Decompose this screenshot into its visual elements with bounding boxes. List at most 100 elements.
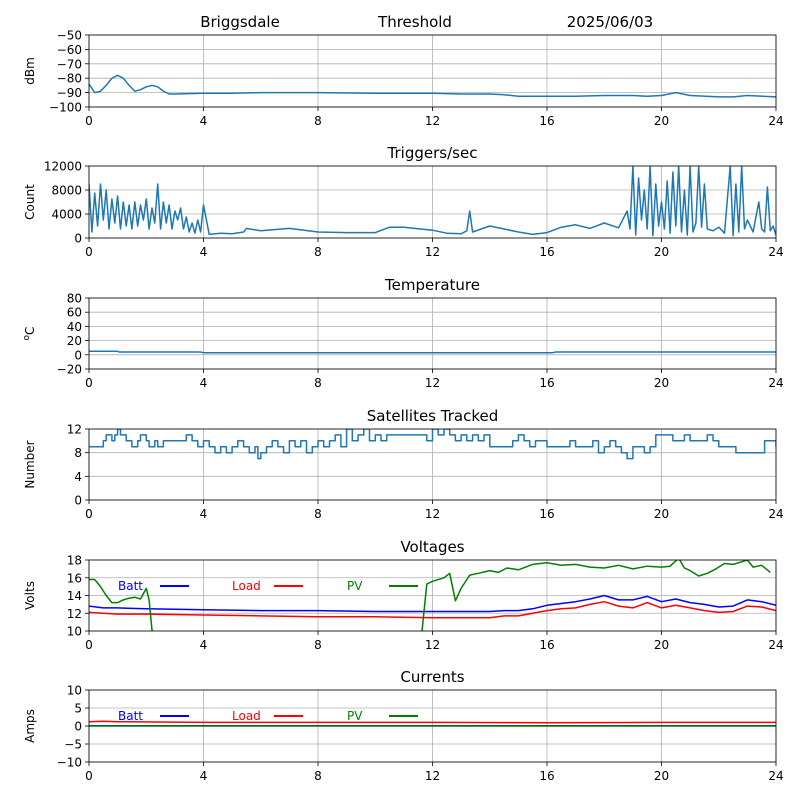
series-line-1 bbox=[89, 166, 776, 237]
x-tick-label: 16 bbox=[539, 114, 554, 128]
y-tick-label: 12 bbox=[67, 607, 82, 621]
x-tick-label: 8 bbox=[314, 376, 322, 390]
series-line-load bbox=[89, 600, 776, 619]
x-tick-label: 12 bbox=[425, 638, 440, 652]
y-tick-label: 80 bbox=[67, 292, 82, 306]
y-tick-label: 12000 bbox=[44, 160, 82, 174]
y-tick-label: 10 bbox=[67, 625, 82, 639]
series-line-1 bbox=[89, 429, 776, 460]
legend-label-pv: PV bbox=[347, 579, 363, 593]
x-tick-label: 20 bbox=[654, 638, 669, 652]
x-tick-label: 12 bbox=[425, 507, 440, 521]
x-tick-label: 8 bbox=[314, 114, 322, 128]
y-tick-label: −60 bbox=[57, 43, 82, 57]
y-tick-label: 18 bbox=[67, 554, 82, 568]
y-axis-label: dBm bbox=[23, 57, 37, 85]
x-tick-label: 12 bbox=[425, 769, 440, 783]
x-tick-label: 16 bbox=[539, 769, 554, 783]
chart-title: Voltages bbox=[400, 538, 464, 556]
y-tick-label: 4000 bbox=[51, 208, 82, 222]
chart-title: Satellites Tracked bbox=[367, 407, 498, 425]
x-tick-label: 20 bbox=[654, 114, 669, 128]
x-tick-label: 0 bbox=[85, 376, 93, 390]
series-line-batt bbox=[89, 594, 776, 613]
x-tick-label: 8 bbox=[314, 638, 322, 652]
y-axis-label-unit: C bbox=[23, 327, 37, 335]
legend-label-load: Load bbox=[232, 709, 261, 723]
y-tick-label: −80 bbox=[57, 72, 82, 86]
x-tick-label: 24 bbox=[768, 507, 783, 521]
x-tick-label: 20 bbox=[654, 376, 669, 390]
y-tick-label: 0 bbox=[74, 494, 82, 508]
y-axis-label: Volts bbox=[23, 581, 37, 610]
y-tick-label: 0 bbox=[74, 348, 82, 362]
chart-title: Currents bbox=[400, 668, 464, 686]
x-tick-label: 24 bbox=[768, 769, 783, 783]
y-tick-label: 10 bbox=[67, 684, 82, 698]
y-tick-label: −50 bbox=[57, 29, 82, 43]
y-tick-label: 8 bbox=[74, 446, 82, 460]
x-tick-label: 4 bbox=[200, 638, 208, 652]
y-axis-label: Count bbox=[23, 184, 37, 220]
x-tick-label: 0 bbox=[85, 769, 93, 783]
chart-satellites: 0 4 8 12 16 20 24 0 4 8 12 Satellites Tracked Number bbox=[23, 407, 784, 521]
x-tick-label: 8 bbox=[314, 769, 322, 783]
x-tick-label: 20 bbox=[654, 507, 669, 521]
y-tick-label: 8000 bbox=[51, 184, 82, 198]
series-group bbox=[89, 350, 776, 354]
y-tick-label: −90 bbox=[57, 86, 82, 100]
series-line-pv bbox=[89, 560, 771, 631]
x-tick-label: 12 bbox=[425, 245, 440, 259]
y-axis-label-superscript: o bbox=[22, 334, 32, 340]
x-tick-label: 12 bbox=[425, 376, 440, 390]
series-group bbox=[89, 166, 776, 237]
header-panel: Threshold bbox=[377, 13, 452, 31]
x-tick-label: 4 bbox=[200, 769, 208, 783]
x-tick-label: 4 bbox=[200, 114, 208, 128]
header-station: Briggsdale bbox=[200, 13, 280, 31]
x-tick-label: 4 bbox=[200, 376, 208, 390]
x-tick-label: 0 bbox=[85, 114, 93, 128]
series-line-1 bbox=[89, 74, 776, 98]
header-date: 2025/06/03 bbox=[567, 13, 653, 31]
legend-label-load: Load bbox=[232, 579, 261, 593]
x-tick-label: 0 bbox=[85, 507, 93, 521]
x-tick-label: 0 bbox=[85, 638, 93, 652]
x-tick-label: 24 bbox=[768, 245, 783, 259]
x-tick-label: 12 bbox=[425, 114, 440, 128]
y-tick-label: 0 bbox=[74, 232, 82, 246]
x-tick-label: 24 bbox=[768, 638, 783, 652]
y-axis-label: Amps bbox=[23, 709, 37, 743]
series-group bbox=[89, 560, 776, 631]
y-tick-label: 20 bbox=[67, 334, 82, 348]
x-tick-label: 16 bbox=[539, 376, 554, 390]
x-tick-label: 24 bbox=[768, 376, 783, 390]
x-tick-label: 16 bbox=[539, 638, 554, 652]
y-tick-label: 4 bbox=[74, 470, 82, 484]
x-tick-label: 24 bbox=[768, 114, 783, 128]
chart-title: Temperature bbox=[384, 276, 480, 294]
series-line-load bbox=[89, 720, 776, 724]
legend-label-batt: Batt bbox=[118, 709, 143, 723]
x-tick-label: 16 bbox=[539, 245, 554, 259]
series-group bbox=[89, 74, 776, 98]
y-axis-label: Number bbox=[23, 440, 37, 488]
chart-signal: 0 4 8 12 16 20 24 −100−90−80−70−60−50 dBm bbox=[23, 29, 784, 129]
x-tick-label: 4 bbox=[200, 507, 208, 521]
y-tick-label: 5 bbox=[74, 702, 82, 716]
chart-title: Triggers/sec bbox=[387, 144, 478, 162]
x-tick-label: 4 bbox=[200, 245, 208, 259]
x-tick-label: 8 bbox=[314, 507, 322, 521]
y-tick-label: 16 bbox=[67, 571, 82, 585]
x-tick-label: 20 bbox=[654, 769, 669, 783]
x-tick-label: 20 bbox=[654, 245, 669, 259]
series-line-1 bbox=[89, 350, 776, 354]
y-tick-label: −20 bbox=[57, 363, 82, 377]
y-tick-label: 12 bbox=[67, 423, 82, 437]
y-axis-label: oC bbox=[22, 327, 37, 341]
series-group bbox=[89, 429, 776, 460]
chart-currents: 0 4 8 12 16 20 24 −10 −5 0 5 10 Currents Amps Batt Load… bbox=[23, 668, 784, 783]
y-tick-label: −100 bbox=[49, 101, 82, 115]
